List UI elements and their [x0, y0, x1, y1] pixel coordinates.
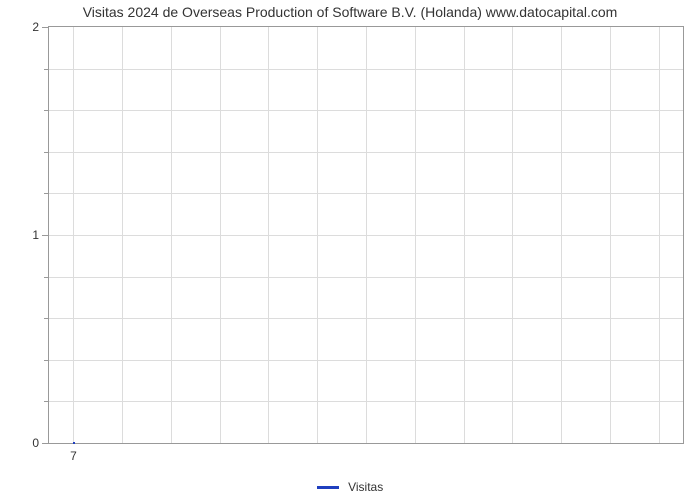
y-tick-label: 2 [32, 20, 39, 34]
chart-area: 0127 [48, 26, 684, 444]
hgrid [49, 277, 683, 278]
plot-area: 0127 [48, 26, 684, 444]
hgrid [49, 69, 683, 70]
hgrid [49, 152, 683, 153]
x-tick-label: 7 [70, 449, 77, 463]
hgrid [49, 235, 683, 236]
hgrid [49, 110, 683, 111]
series-line [73, 442, 75, 444]
hgrid [49, 360, 683, 361]
chart-title: Visitas 2024 de Overseas Production of S… [0, 4, 700, 20]
hgrid [49, 193, 683, 194]
y-major-tick [42, 27, 49, 28]
chart-container: Visitas 2024 de Overseas Production of S… [0, 0, 700, 500]
legend-swatch [317, 486, 339, 489]
y-tick-label: 0 [32, 436, 39, 450]
y-tick-label: 1 [32, 228, 39, 242]
hgrid [49, 318, 683, 319]
legend-label: Visitas [348, 480, 383, 494]
legend: Visitas [0, 480, 700, 494]
y-major-tick [42, 443, 49, 444]
hgrid [49, 401, 683, 402]
